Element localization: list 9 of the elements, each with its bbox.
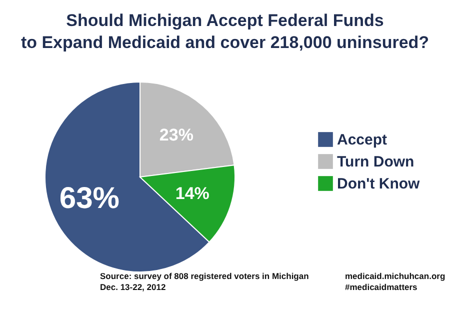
chart-title: Should Michigan Accept Federal Funds to Expand Medicaid and cover 218,000 uninsured? [20,11,430,52]
data-label: 14% [175,184,210,204]
text: medicaid.michuhcan.org #medicaidmatters [345,271,446,292]
data-label: 63% [59,182,120,215]
legend-label: Turn Down [337,154,414,170]
source-note: Source: survey of 808 registered voters in Michigan Dec. 13-22, 2012 [100,271,309,292]
data-label: 23% [159,126,194,145]
legend-label: Don't Know [337,176,420,192]
legend-label: Accept [337,132,388,148]
